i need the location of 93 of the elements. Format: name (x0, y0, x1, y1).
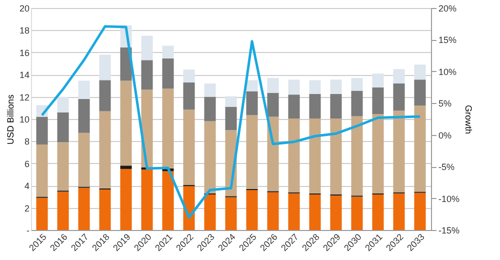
bar (141, 60, 153, 90)
bar (36, 116, 48, 145)
bar (288, 94, 300, 118)
bar (162, 88, 174, 168)
bar (330, 94, 342, 118)
bar (141, 36, 153, 60)
bar (141, 170, 153, 230)
y-tick-label: 2 (24, 203, 30, 214)
bar (120, 80, 132, 166)
bar (99, 111, 111, 188)
bar (57, 192, 69, 230)
bar (372, 114, 384, 194)
bar (372, 73, 384, 88)
y-tick-label: 10 (19, 114, 30, 124)
line-series (40, 25, 422, 219)
bar (351, 196, 363, 230)
y2-tick-label: -15% (438, 226, 460, 236)
y2-tick-label: -10% (438, 194, 460, 204)
y2-tick-label: 0% (438, 130, 452, 140)
bar (99, 80, 111, 112)
bar (36, 198, 48, 230)
bar (120, 166, 132, 169)
bar (309, 94, 321, 118)
bar (288, 118, 300, 192)
y-tick-label: 12 (19, 92, 30, 102)
y-tick-label: 6 (24, 158, 30, 169)
bar (414, 64, 426, 80)
bar (225, 96, 237, 107)
bar (267, 78, 279, 93)
bar (225, 197, 237, 230)
bar (309, 118, 321, 194)
bar (414, 192, 426, 230)
y2-tick-label: 10% (438, 66, 457, 77)
bar (57, 142, 69, 191)
bar (288, 193, 300, 230)
bar (204, 121, 216, 194)
bar (330, 118, 342, 194)
y2-tick-label: 5% (438, 98, 452, 109)
bar (267, 116, 279, 192)
bar (414, 80, 426, 106)
bar (57, 112, 69, 142)
bar (330, 80, 342, 94)
bar (372, 194, 384, 230)
bar (351, 90, 363, 116)
bar (183, 82, 195, 110)
y-axis-title: USD Billions (5, 94, 16, 145)
bar (288, 80, 300, 95)
bar (414, 106, 426, 192)
bar (204, 96, 216, 122)
bar (162, 46, 174, 59)
bar (225, 106, 237, 130)
y-tick-label: 14 (19, 70, 30, 80)
y-tick-label: 20 (19, 4, 30, 14)
bar (372, 87, 384, 114)
bar (246, 190, 258, 230)
bar (204, 194, 216, 230)
y2-axis-title: Growth (464, 104, 474, 134)
bar (330, 196, 342, 230)
bar (351, 78, 363, 91)
bar (393, 110, 405, 192)
y-tick-label: 16 (19, 48, 30, 58)
bar (246, 91, 258, 116)
bar (78, 99, 90, 133)
y-tick-label: 8 (24, 136, 30, 147)
bar (267, 92, 279, 117)
bar (393, 193, 405, 230)
bar (36, 144, 48, 197)
y2-tick-label: -5% (438, 162, 455, 172)
bar (99, 54, 111, 80)
bar (183, 70, 195, 82)
bar (78, 132, 90, 187)
bar (309, 194, 321, 230)
bar (162, 171, 174, 230)
bar (78, 80, 90, 100)
y-tick-label: - (26, 226, 30, 236)
bar (183, 110, 195, 186)
y2-tick-label: 15% (438, 35, 457, 46)
bar (393, 83, 405, 111)
bar (246, 115, 258, 189)
bar (120, 168, 132, 230)
bar (162, 58, 174, 88)
y2-tick-label: 20% (438, 4, 457, 14)
bar (78, 188, 90, 230)
bar (351, 116, 363, 196)
bar (204, 83, 216, 97)
y-tick-label: 18 (19, 26, 30, 36)
bar (267, 192, 279, 230)
bar (393, 69, 405, 84)
bar (99, 189, 111, 230)
y-tick-label: 4 (24, 181, 30, 192)
bar (309, 80, 321, 94)
bar (57, 96, 69, 112)
bar (246, 80, 258, 92)
